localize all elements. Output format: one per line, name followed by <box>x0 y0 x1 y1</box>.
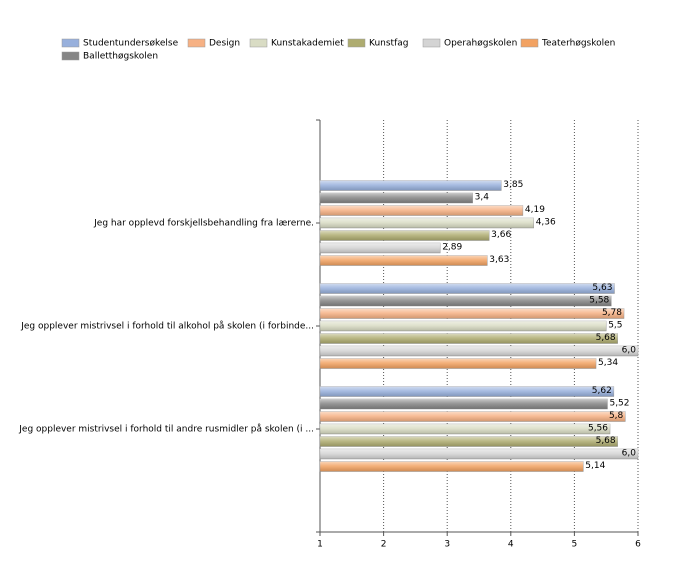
bar-shine <box>320 399 608 409</box>
value-label: 5,62 <box>592 386 612 396</box>
bar-shine <box>320 308 625 319</box>
bar-shine <box>320 411 626 422</box>
legend-label: Kunstfag <box>369 39 408 49</box>
value-label: 5,8 <box>609 411 624 421</box>
bar-shine <box>320 386 614 397</box>
value-label: 4,19 <box>525 205 545 215</box>
value-label: 5,5 <box>608 321 622 331</box>
value-label: 3,63 <box>489 255 509 265</box>
bar-shine <box>320 436 618 447</box>
bar-shine <box>320 180 502 191</box>
legend-label: Studentundersøkelse <box>83 39 179 49</box>
value-label: 2,89 <box>442 243 462 253</box>
value-label: 5,68 <box>596 333 616 343</box>
value-label: 5,52 <box>609 399 629 409</box>
bar-shine <box>320 243 441 253</box>
bar-shine <box>320 321 607 331</box>
value-label: 3,66 <box>491 230 511 240</box>
x-tick-label: 4 <box>508 540 514 550</box>
legend-swatch <box>422 38 441 48</box>
legend-label: Teaterhøgskolen <box>541 39 615 49</box>
value-label: 5,78 <box>602 308 622 318</box>
legend-label: Balletthøgskolen <box>83 52 158 62</box>
value-label: 5,34 <box>598 358 618 368</box>
value-label: 5,68 <box>596 436 616 446</box>
legend-swatch <box>187 38 206 48</box>
bar-shine <box>320 230 490 241</box>
bar-shine <box>320 358 597 369</box>
value-label: 6,0 <box>622 449 637 459</box>
x-tick-label: 3 <box>444 540 450 550</box>
legend-label: Design <box>209 39 240 49</box>
bar-shine <box>320 205 523 216</box>
category-label: Jeg opplever mistrivsel i forhold til al… <box>20 321 314 332</box>
value-label: 6,0 <box>622 346 637 356</box>
legend-swatch <box>520 38 539 48</box>
legend-swatch <box>61 38 80 48</box>
x-tick-label: 2 <box>381 540 387 550</box>
value-label: 5,63 <box>592 283 612 293</box>
bar-shine <box>320 346 638 356</box>
legend-label: Operahøgskolen <box>444 39 517 49</box>
bar-shine <box>320 193 473 203</box>
x-tick-label: 6 <box>635 540 641 550</box>
bar-shine <box>320 449 638 459</box>
bar-shine <box>320 255 488 266</box>
bar-shine <box>320 296 612 306</box>
value-label: 5,58 <box>589 296 609 306</box>
bar-shine <box>320 283 615 294</box>
legend-swatch <box>61 51 80 61</box>
value-label: 3,4 <box>475 193 490 203</box>
value-label: 3,85 <box>503 180 523 190</box>
value-label: 5,14 <box>585 461 605 471</box>
category-label: Jeg opplever mistrivsel i forhold til an… <box>18 424 314 435</box>
bar-shine <box>320 461 584 472</box>
value-label: 4,36 <box>536 218 556 228</box>
x-tick-label: 1 <box>317 540 323 550</box>
legend-label: Kunstakademiet <box>271 39 344 49</box>
value-label: 5,56 <box>588 424 608 434</box>
bar-shine <box>320 218 534 228</box>
x-tick-label: 5 <box>572 540 578 550</box>
legend-swatch <box>347 38 366 48</box>
bar-shine <box>320 333 618 344</box>
legend-swatch <box>249 38 268 48</box>
category-label: Jeg har opplevd forskjellsbehandling fra… <box>93 219 314 229</box>
bar-shine <box>320 424 611 434</box>
